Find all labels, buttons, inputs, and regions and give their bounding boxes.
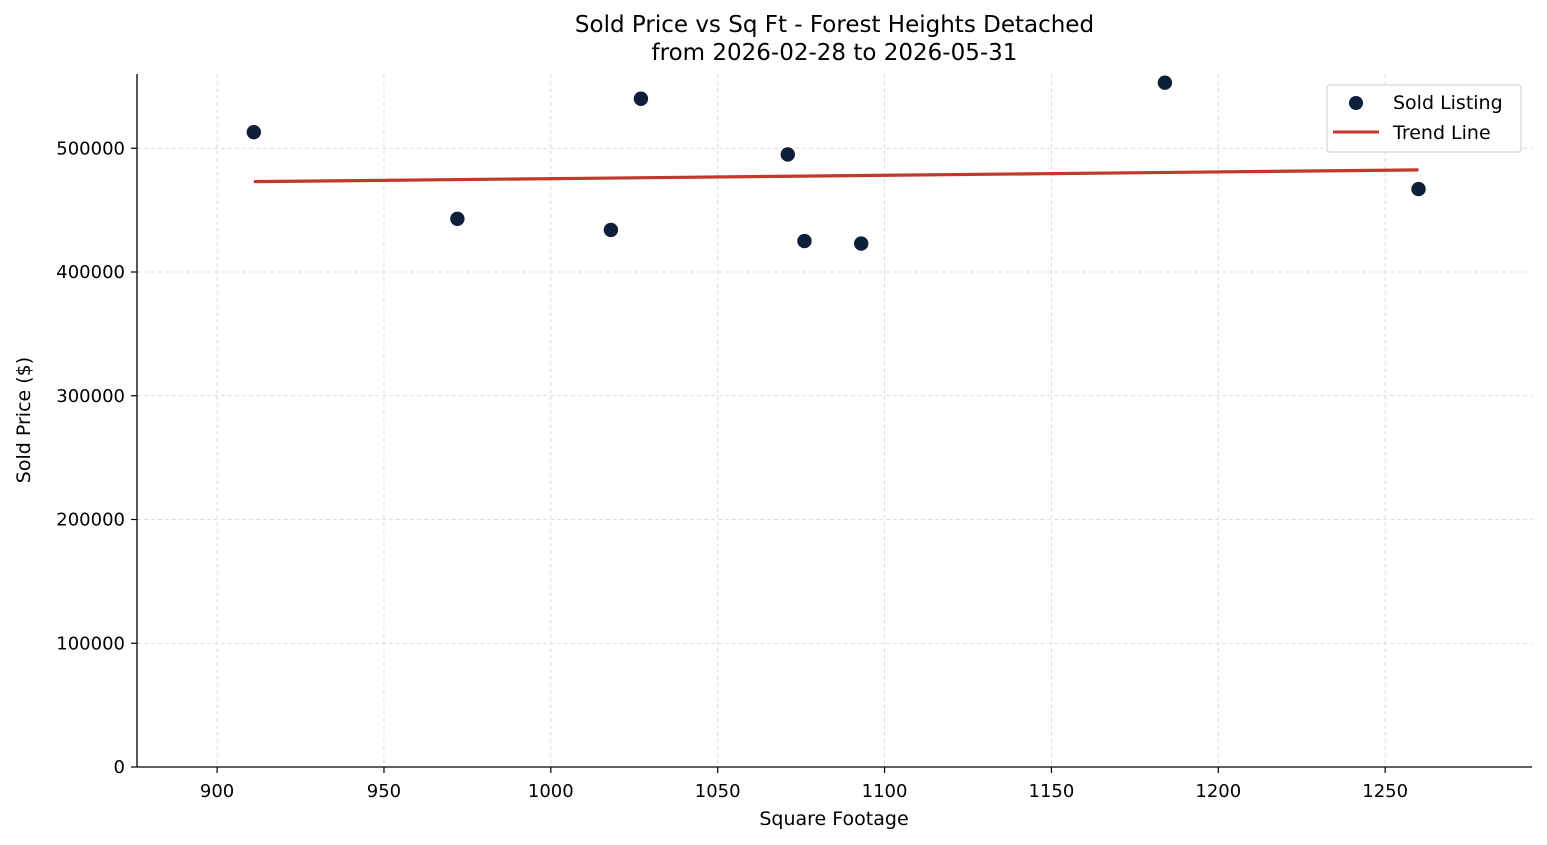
legend-label-sold-listing: Sold Listing [1393, 92, 1503, 114]
x-tick-label: 1200 [1195, 781, 1241, 802]
y-tick-label: 200000 [56, 510, 125, 531]
data-point [603, 222, 619, 238]
data-point [853, 236, 869, 251]
y-tick-label: 500000 [56, 138, 125, 159]
axes [136, 74, 1532, 768]
data-point [1411, 181, 1426, 197]
ticks: 900 950 1000 1050 1100 1150 1200 1250 0 100000 200… [56, 138, 1408, 802]
trend-line [253, 168, 1419, 184]
y-tick-label: 100000 [56, 633, 125, 654]
grid-lines [137, 74, 1532, 768]
legend: Sold Listing Trend Line [1326, 84, 1522, 153]
x-tick-label: 1150 [1029, 781, 1075, 802]
legend-label-trend-line: Trend Line [1392, 122, 1491, 144]
data-point [246, 124, 262, 140]
x-tick-label: 1050 [695, 781, 741, 802]
data-point [450, 211, 465, 226]
y-tick-label: 300000 [56, 386, 125, 407]
y-tick-label: 400000 [56, 262, 125, 283]
x-tick-label: 1000 [528, 781, 574, 802]
x-tick-label: 1100 [862, 781, 908, 802]
data-point [797, 233, 812, 249]
trend-line-layer [253, 168, 1419, 184]
x-axis-label: Square Footage [759, 808, 908, 830]
x-tick-label: 1250 [1362, 781, 1408, 802]
legend-marker-sold-listing [1349, 96, 1363, 110]
data-point [780, 147, 795, 162]
data-points [246, 75, 1426, 251]
chart-title: Sold Price vs Sq Ft - Forest Heights Det… [574, 12, 1095, 38]
x-tick-label: 900 [200, 781, 234, 802]
data-point [633, 91, 649, 106]
chart-subtitle: from 2026-02-28 to 2026-05-31 [651, 40, 1018, 66]
legend-box [1326, 84, 1522, 153]
y-tick-label: 0 [114, 757, 125, 778]
x-tick-label: 950 [367, 781, 401, 802]
data-point [1157, 75, 1173, 90]
y-axis-label: Sold Price ($) [13, 357, 35, 483]
